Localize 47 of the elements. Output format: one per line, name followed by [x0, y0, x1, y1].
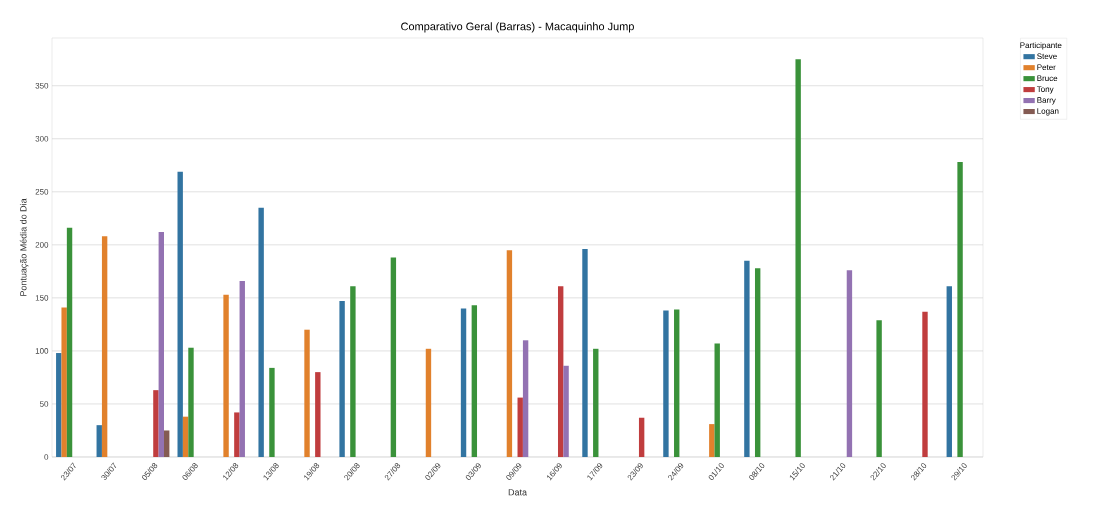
- x-axis-title: Data: [508, 489, 527, 496]
- bar: [61, 307, 67, 457]
- chart-title: Comparativo Geral (Barras) - Macaquinho Jump: [401, 22, 634, 33]
- bar: [522, 340, 529, 457]
- bar: [339, 301, 345, 457]
- bar: [946, 286, 952, 457]
- bar: [234, 412, 240, 457]
- bar: [557, 286, 564, 457]
- bar: [304, 329, 310, 457]
- y-axis-title: Pontuação Média do Dia: [19, 198, 29, 296]
- bar: [460, 308, 467, 457]
- bar: [638, 417, 645, 457]
- bar: [66, 227, 73, 457]
- bar: [350, 286, 356, 457]
- bar: [269, 367, 275, 457]
- bar: [593, 348, 599, 457]
- bar: [223, 294, 229, 457]
- bar: [744, 260, 750, 457]
- bar: [714, 343, 720, 457]
- bar: [795, 59, 801, 457]
- bar: [315, 372, 321, 457]
- bar: [957, 162, 963, 457]
- bar: [239, 280, 245, 457]
- bar: [101, 236, 108, 457]
- bar: [471, 305, 478, 457]
- bar: [506, 250, 513, 457]
- bar: [582, 249, 588, 457]
- bar: [663, 310, 669, 457]
- bar: [846, 270, 853, 457]
- bar: [188, 347, 194, 457]
- bar: [876, 320, 882, 457]
- bar: [922, 311, 928, 457]
- bar: [390, 257, 397, 457]
- bar: [96, 425, 102, 457]
- bar: [153, 390, 159, 457]
- bar: [158, 232, 164, 457]
- bar: [182, 416, 189, 457]
- bar: [258, 207, 264, 457]
- bar: [425, 348, 432, 457]
- bar: [709, 424, 715, 457]
- bar: [177, 171, 183, 457]
- bar: [754, 268, 761, 457]
- bar: [674, 309, 680, 457]
- bar: [517, 397, 523, 457]
- bar: [56, 353, 62, 457]
- bar: [563, 365, 569, 457]
- bar: [164, 430, 170, 457]
